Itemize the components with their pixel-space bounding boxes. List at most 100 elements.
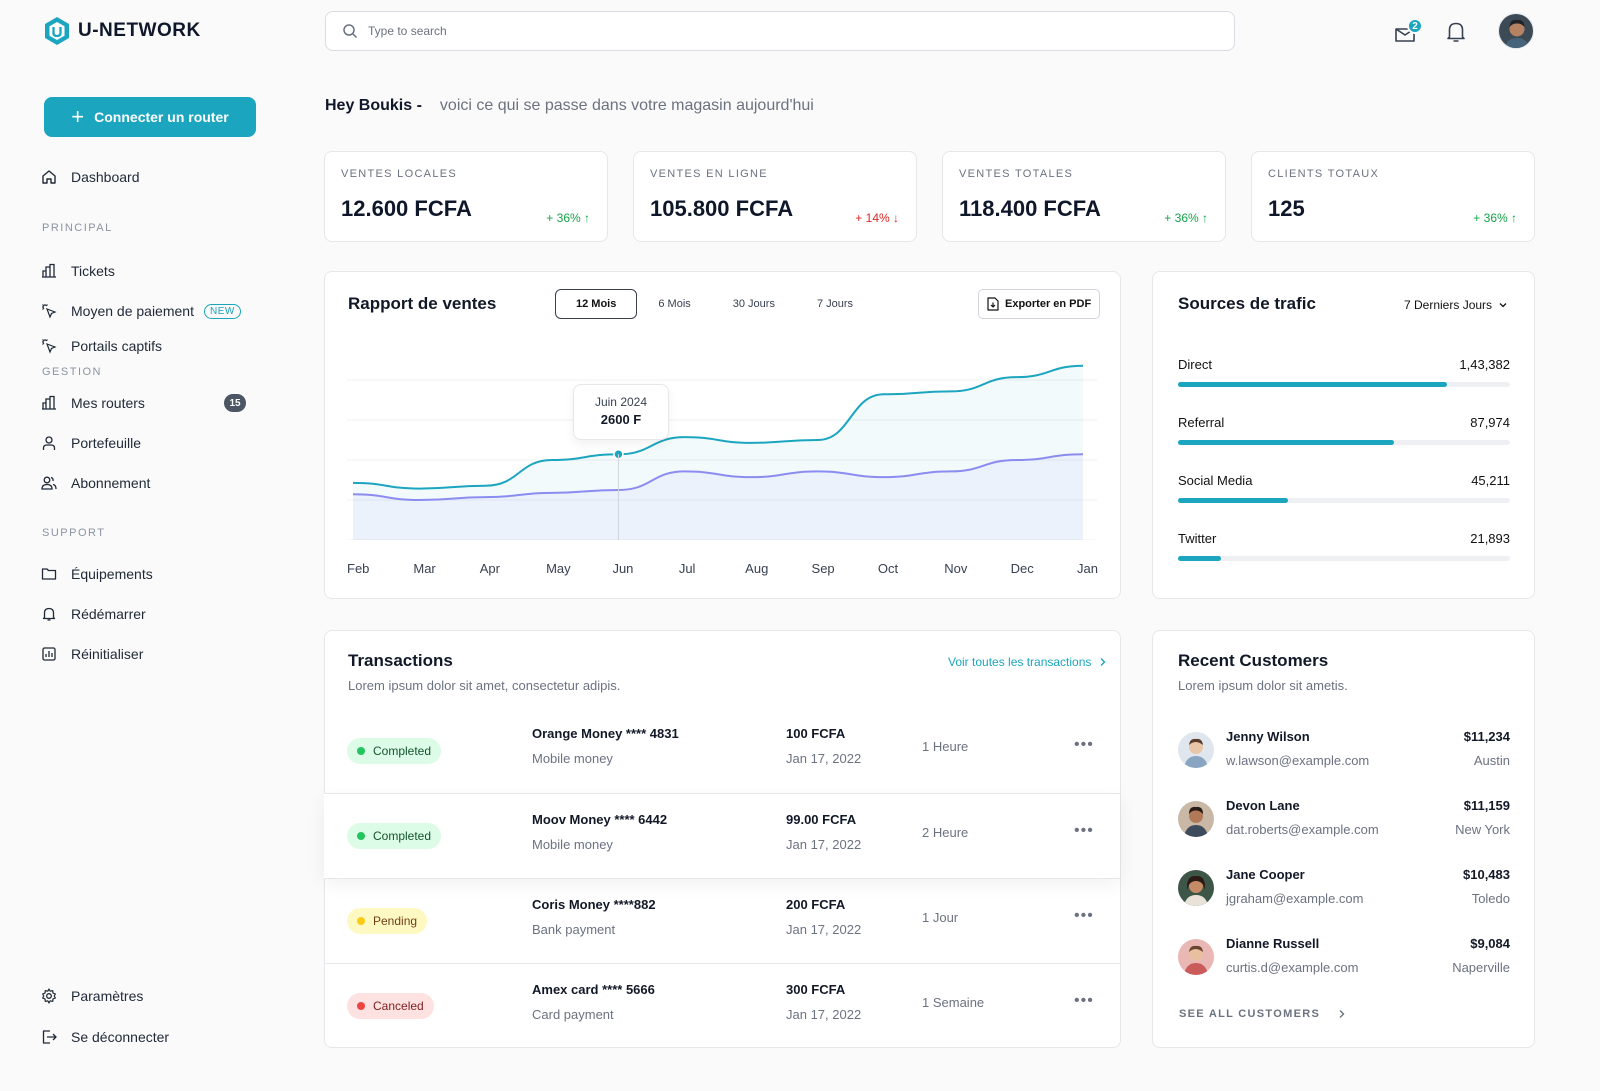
user-icon [42,436,56,450]
user-avatar[interactable] [1498,13,1534,49]
brand-logo[interactable]: U-NETWORK [44,16,201,46]
transaction-type: Mobile money [532,751,613,766]
sidebar-item-my-routers[interactable]: Mes routers 15 [41,394,246,412]
sidebar-item-subscription[interactable]: Abonnement [41,475,246,491]
tab-12-months[interactable]: 12 Mois [555,289,638,319]
table-row[interactable]: Pending Coris Money ****882 Bank payment… [324,878,1120,963]
transaction-time: 2 Heure [922,825,969,840]
traffic-label: Social Media [1178,473,1253,488]
connect-router-button[interactable]: + Connecter un router [44,97,256,137]
stat-value: 105.800 FCFA [650,196,794,221]
sidebar-item-reset[interactable]: Réinitialiser [41,646,246,662]
notifications-button[interactable] [1445,20,1467,49]
x-tick-label: Dec [1010,561,1034,576]
search-bar[interactable] [325,11,1235,51]
plus-icon: + [71,104,85,129]
traffic-value: 87,974 [1470,415,1510,430]
stat-delta: + 36% ↑ [1473,211,1517,225]
list-item[interactable]: Devon Lane dat.roberts@example.com $11,1… [1178,798,1510,848]
tab-30-days[interactable]: 30 Jours [711,289,796,319]
brand-name: U-NETWORK [78,20,201,41]
table-row[interactable]: Canceled Amex card **** 5666 Card paymen… [324,963,1120,1048]
status-label: Canceled [373,999,424,1013]
x-tick-label: Mar [413,561,436,576]
sidebar-item-label: Mes routers [71,395,145,411]
sales-report-title: Rapport de ventes [348,294,497,313]
tab-7-days[interactable]: 7 Jours [795,289,875,319]
transaction-name: Moov Money **** 6442 [532,812,668,827]
customer-email: jgraham@example.com [1226,891,1364,906]
sidebar-item-settings[interactable]: Paramètres [41,988,246,1004]
export-pdf-label: Exporter en PDF [1005,298,1092,310]
bar-chart-icon [42,395,56,410]
customers-subtitle: Lorem ipsum dolor sit ametis. [1178,678,1348,693]
more-options-icon[interactable]: ••• [1074,992,1094,1009]
traffic-label: Referral [1178,415,1225,430]
section-label-principal: PRINCIPAL [42,222,113,234]
customer-name: Jane Cooper [1226,867,1305,882]
x-tick-label: Jul [678,561,696,576]
series-line-1 [352,453,1084,502]
stat-label: VENTES EN LIGNE [650,168,768,180]
list-item[interactable]: Dianne Russell curtis.d@example.com $9,0… [1178,936,1510,986]
stat-value: 12.600 FCFA [341,196,472,221]
traffic-value: 45,211 [1471,473,1510,488]
greeting-message: voici ce qui se passe dans votre magasin… [439,97,814,114]
traffic-range-label: 7 Derniers Jours [1404,298,1493,312]
transaction-type: Bank payment [532,922,616,937]
see-all-transactions-link[interactable]: Voir toutes les transactions [948,655,1107,669]
mail-badge: 2 [1407,18,1423,34]
x-tick-label: Feb [347,561,370,576]
status-dot [357,917,365,925]
sidebar-item-label: Portails captifs [71,338,163,354]
see-all-customers-link[interactable]: SEE ALL CUSTOMERS [1179,1008,1346,1020]
more-options-icon[interactable]: ••• [1074,907,1094,924]
transactions-subtitle: Lorem ipsum dolor sit amet, consectetur … [348,678,621,693]
customer-name: Dianne Russell [1226,936,1320,951]
more-options-icon[interactable]: ••• [1074,822,1094,839]
sidebar-item-logout[interactable]: Se déconnecter [41,1029,246,1045]
transaction-date: Jan 17, 2022 [786,922,862,937]
more-options-icon[interactable]: ••• [1074,736,1094,753]
report-icon [42,647,56,661]
sidebar-item-captive-portals[interactable]: Portails captifs [41,338,246,354]
sidebar-item-dashboard[interactable]: Dashboard [41,169,246,185]
list-item[interactable]: Jenny Wilson w.lawson@example.com $11,23… [1178,729,1510,779]
traffic-range-select[interactable]: 7 Derniers Jours [1404,298,1508,312]
chart-tooltip: Juin 2024 2600 F [573,384,669,440]
file-icon [987,297,999,311]
tab-6-months[interactable]: 6 Mois [637,289,712,319]
transaction-date: Jan 17, 2022 [786,1007,862,1022]
sidebar-item-equipment[interactable]: Équipements [41,566,246,582]
export-pdf-button[interactable]: Exporter en PDF [978,289,1101,319]
greeting: Hey Boukis - voici ce qui se passe dans … [325,97,814,115]
customer-name: Devon Lane [1226,798,1300,813]
mail-button[interactable]: 2 [1394,18,1423,44]
sales-report-card [324,271,1121,599]
stat-label: VENTES LOCALES [341,168,458,180]
sidebar-item-payment[interactable]: Moyen de paiement NEW [41,303,246,319]
transaction-type: Mobile money [532,837,613,852]
sidebar-item-label: Rédémarrer [71,606,146,622]
sidebar-item-tickets[interactable]: Tickets [41,263,246,279]
table-row[interactable]: Completed Moov Money **** 6442 Mobile mo… [324,793,1120,878]
sales-chart [347,364,1097,540]
list-item[interactable]: Jane Cooper jgraham@example.com $10,483 … [1178,867,1510,917]
transaction-name: Orange Money **** 4831 [532,726,679,741]
search-input[interactable] [368,24,1168,38]
transaction-name: Amex card **** 5666 [532,982,655,997]
customers-title: Recent Customers [1178,651,1329,670]
customer-city: Austin [1473,753,1510,768]
table-row[interactable]: Completed Orange Money **** 4831 Mobile … [324,708,1120,793]
stat-card-local-sales: VENTES LOCALES 12.600 FCFA + 36% ↑ [324,151,608,242]
transaction-time: 1 Heure [922,739,969,754]
sidebar-item-restart[interactable]: Rédémarrer [41,606,246,622]
transactions-title: Transactions [348,651,453,670]
sidebar-item-label: Dashboard [71,169,140,185]
sidebar-item-wallet[interactable]: Portefeuille [41,435,246,451]
tooltip-value: 2600 F [600,412,642,427]
cursor-click-icon [42,339,57,354]
traffic-bar [1178,382,1510,387]
status-badge: Canceled [347,993,434,1019]
status-badge: Pending [347,908,428,934]
